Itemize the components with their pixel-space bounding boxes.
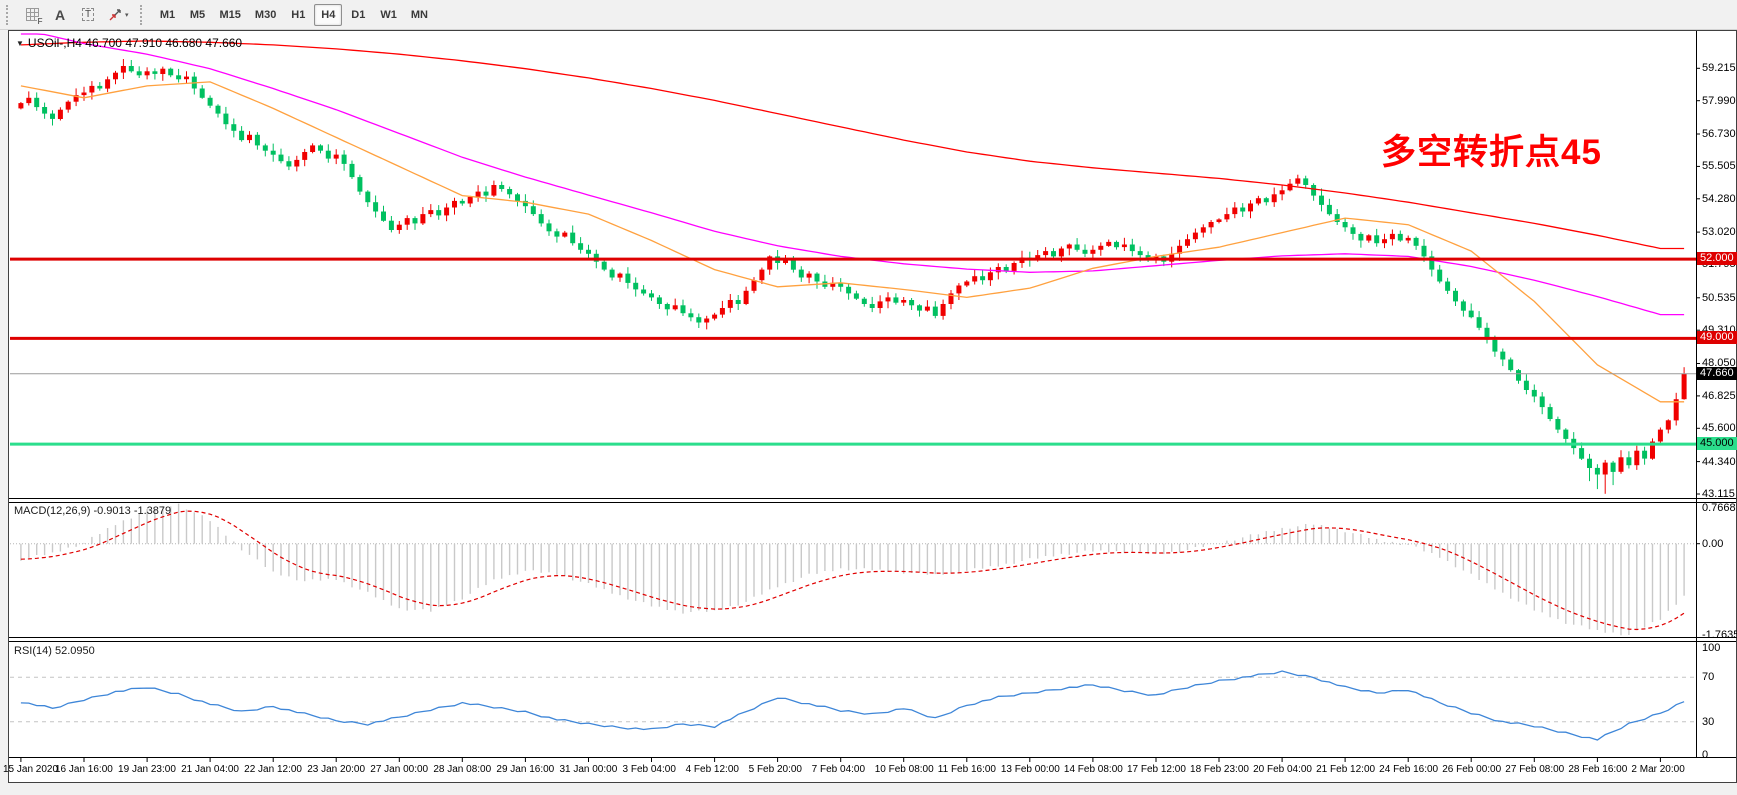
- rsi-indicator-label: RSI(14) 52.0950: [14, 645, 95, 657]
- chart-title: ▼ USOil-,H4 46.700 47.910 46.680 47.660: [16, 36, 242, 50]
- timeframe-toolbar: M1 M5 M15 M30 H1 H4 D1 W1 MN: [153, 3, 435, 26]
- ohlc-readout: 46.700 47.910 46.680 47.660: [85, 36, 243, 50]
- timeframe-button-m15[interactable]: M15: [214, 4, 247, 26]
- arrows-icon: [109, 8, 121, 20]
- panel-resize-handle-rsi[interactable]: [9, 637, 1695, 642]
- chart-annotation-text: 多空转折点45: [1381, 133, 1602, 172]
- dropdown-caret-icon: ▾: [125, 11, 129, 19]
- timeframe-button-m5[interactable]: M5: [184, 4, 212, 26]
- text-annotation-button[interactable]: A: [47, 3, 73, 27]
- toolbar-separator[interactable]: [139, 4, 147, 25]
- symbol-dropdown-arrow-icon[interactable]: ▼: [16, 39, 24, 48]
- macd-indicator-label: MACD(12,26,9) -0.9013 -1.3879: [14, 505, 172, 517]
- grid-icon: F: [25, 8, 43, 26]
- top-toolbar: F A T ▾ M1 M5 M15 M30 H1 H4 D1 W1 MN: [0, 0, 1737, 30]
- symbol-period-label: USOil-,H4: [27, 36, 82, 50]
- timeframe-button-w1[interactable]: W1: [374, 4, 403, 26]
- timeframe-button-d1[interactable]: D1: [344, 4, 372, 26]
- timeframe-button-h4[interactable]: H4: [314, 3, 343, 26]
- grid-properties-button[interactable]: F: [19, 3, 45, 27]
- letter-a-icon: A: [54, 6, 66, 23]
- timeframe-button-h1[interactable]: H1: [284, 4, 312, 26]
- text-label-button[interactable]: T: [75, 3, 101, 27]
- arrows-tool-button[interactable]: ▾: [103, 3, 134, 27]
- timeframe-button-mn[interactable]: MN: [405, 4, 434, 26]
- toolbar-drag-handle[interactable]: [6, 4, 13, 25]
- text-box-icon: T: [81, 8, 95, 21]
- grid-f-label: F: [36, 17, 43, 26]
- panel-resize-handle-macd[interactable]: [9, 497, 1695, 502]
- timeframe-button-m30[interactable]: M30: [249, 4, 282, 26]
- timeframe-button-m1[interactable]: M1: [154, 4, 182, 26]
